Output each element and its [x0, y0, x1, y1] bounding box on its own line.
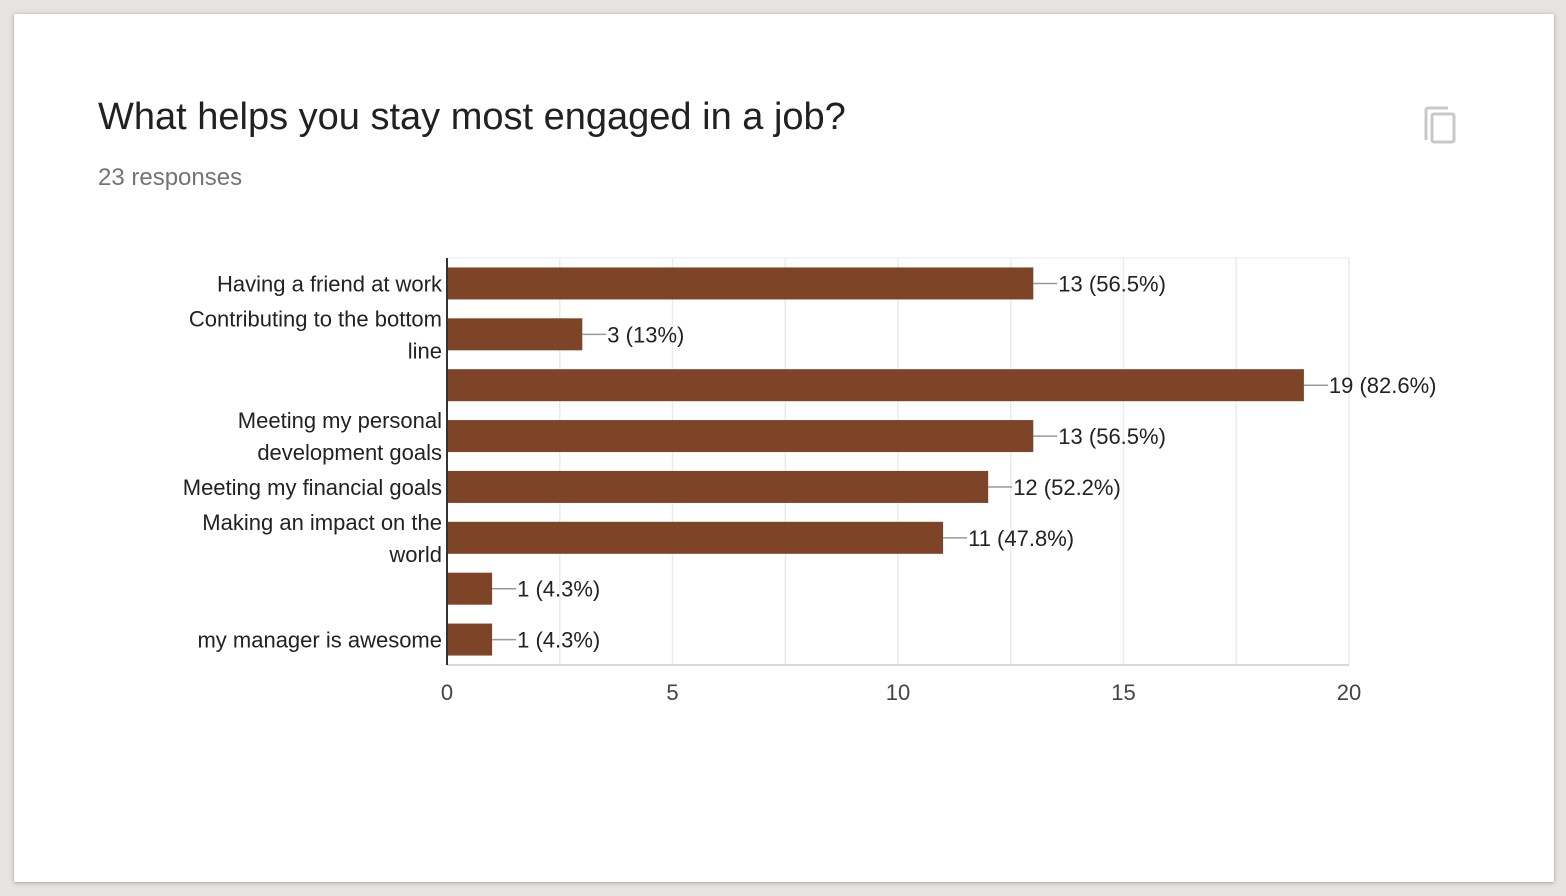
data-label: 3 (13%) — [607, 322, 684, 347]
x-tick-label: 15 — [1111, 680, 1135, 705]
data-label: 13 (56.5%) — [1058, 271, 1166, 296]
copy-chart-button[interactable] — [1420, 104, 1460, 148]
bar[interactable] — [448, 318, 583, 351]
category-label: my manager is awesome — [197, 628, 442, 653]
x-tick-label: 5 — [666, 680, 678, 705]
bar[interactable] — [448, 369, 1304, 402]
data-label: 19 (82.6%) — [1329, 373, 1437, 398]
copy-icon — [1424, 106, 1456, 144]
category-label-line: Making an impact on the — [202, 510, 442, 535]
category-label-line: world — [388, 542, 442, 567]
category-label-line: Meeting my personal — [238, 408, 442, 433]
question-title: What helps you stay most engaged in a jo… — [98, 96, 846, 138]
data-label: 1 (4.3%) — [517, 628, 600, 653]
x-tick-label: 20 — [1337, 680, 1361, 705]
data-label: 13 (56.5%) — [1058, 424, 1166, 449]
x-tick-label: 10 — [886, 680, 910, 705]
grid-lines — [447, 257, 1350, 665]
bar[interactable] — [448, 420, 1034, 453]
axes — [446, 258, 1349, 666]
x-tick-label: 0 — [441, 680, 453, 705]
bars — [448, 267, 1304, 656]
category-label: Making an impact on the world — [202, 510, 442, 567]
labels: 0 5 10 15 20 13 (56.5%) Having a friend at wor… — [183, 271, 1437, 705]
bar[interactable] — [448, 267, 1034, 300]
bar[interactable] — [448, 521, 944, 554]
data-label: 11 (47.8%) — [968, 526, 1074, 551]
category-label-line: Contributing to the bottom — [189, 306, 442, 331]
bar[interactable] — [448, 470, 989, 503]
bar[interactable] — [448, 572, 493, 605]
category-label-line: Meeting my financial goals — [183, 475, 442, 500]
bar[interactable] — [448, 623, 493, 656]
category-label-line: development goals — [257, 440, 442, 465]
category-label-line: my manager is awesome — [197, 628, 442, 653]
category-label: Contributing to the bottom line — [189, 306, 442, 363]
category-label: Meeting my financial goals — [183, 475, 442, 500]
category-label-line: Having a friend at work — [217, 271, 443, 296]
data-label: 1 (4.3%) — [517, 577, 600, 602]
category-label: Having a friend at work — [217, 271, 443, 296]
data-label: 12 (52.2%) — [1013, 475, 1121, 500]
category-label-line: line — [408, 338, 442, 363]
response-count: 23 responses — [98, 164, 243, 191]
category-label: Meeting my personal development goals — [238, 408, 442, 465]
